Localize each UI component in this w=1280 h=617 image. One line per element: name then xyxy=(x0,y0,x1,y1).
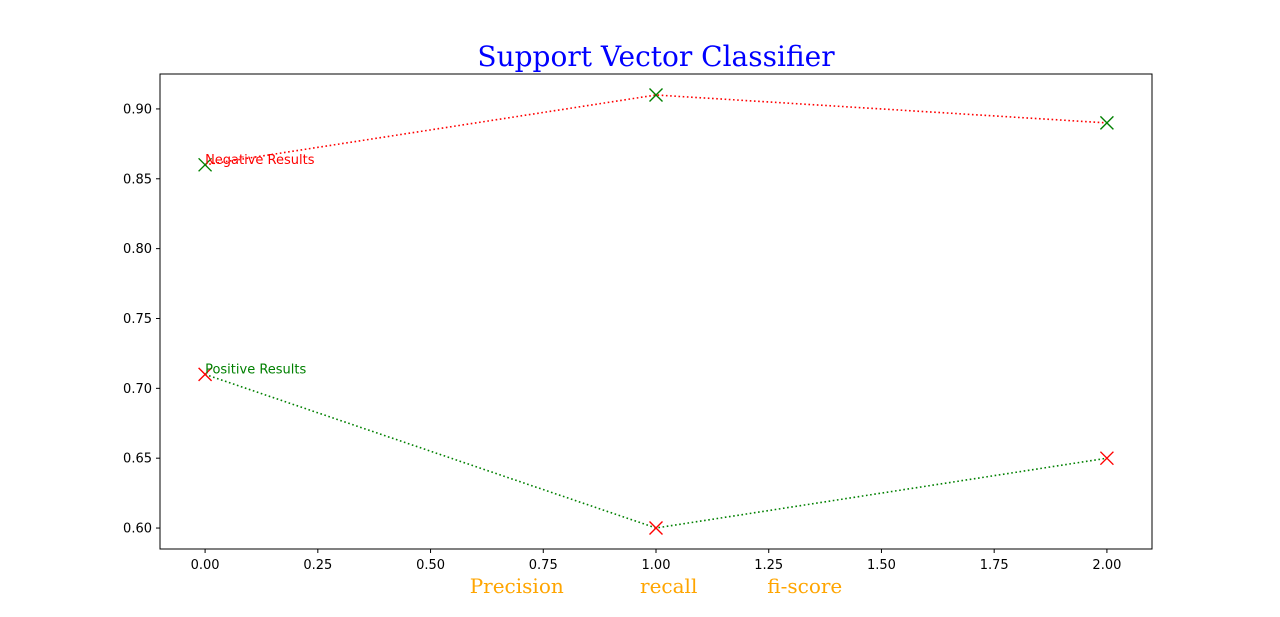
series-2-marker xyxy=(649,521,663,536)
annotation-label: Negative Results xyxy=(205,153,315,168)
x-tick-label: 1.50 xyxy=(867,558,896,573)
series-1-marker xyxy=(198,157,213,172)
y-tick-label: 0.85 xyxy=(123,172,152,187)
y-tick-label: 0.80 xyxy=(123,242,152,257)
x-tick-label: 2.00 xyxy=(1092,558,1121,573)
x-tick-label: 1.75 xyxy=(980,558,1009,573)
series-1-marker xyxy=(1099,115,1114,130)
chart-title: Support Vector Classifier xyxy=(477,40,835,73)
y-tick-label: 0.70 xyxy=(123,382,152,397)
y-tick-label: 0.60 xyxy=(123,522,152,537)
x-tick-label: 0.25 xyxy=(303,558,332,573)
x-tick-label: 0.00 xyxy=(191,558,220,573)
series-2-marker xyxy=(198,367,213,382)
x-tick-label: 0.50 xyxy=(416,558,445,573)
series-1-marker xyxy=(649,87,663,102)
x-tick-label: 1.25 xyxy=(754,558,783,573)
x-axis-label: Precision recall fi-score xyxy=(470,574,843,598)
series-1-line xyxy=(204,94,1107,166)
y-tick-label: 0.65 xyxy=(123,452,152,467)
y-tick-label: 0.90 xyxy=(123,102,152,117)
annotation-label: Positive Results xyxy=(205,362,306,377)
x-tick-label: 1.00 xyxy=(642,558,671,573)
x-tick-label: 0.75 xyxy=(529,558,558,573)
series-2-marker xyxy=(1099,451,1114,466)
y-tick-label: 0.75 xyxy=(123,312,152,327)
plot-area: 0.00 0.25 0.50 0.75 1.00 1.25 1.50 1.75 2.00 0.60… xyxy=(123,73,1153,573)
